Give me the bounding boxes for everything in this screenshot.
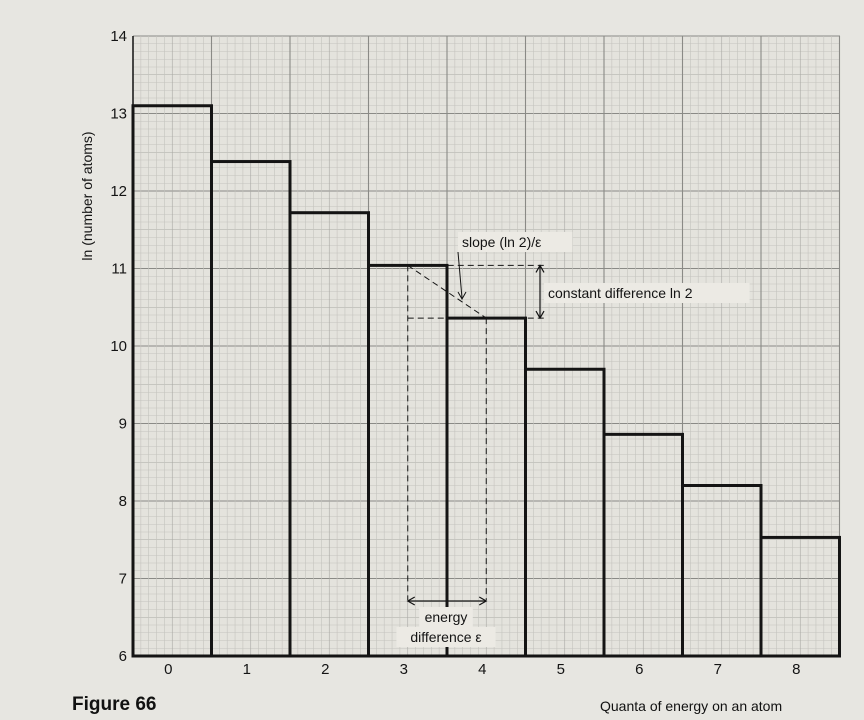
energy-label-line1: energy — [425, 609, 468, 625]
constant-difference-label: constant difference ln 2 — [548, 285, 693, 301]
x-tick-label: 7 — [714, 661, 722, 678]
x-tick-label: 1 — [243, 661, 251, 678]
energy-label-line2: difference ε — [410, 629, 481, 645]
y-tick-label: 12 — [110, 183, 127, 200]
x-tick-label: 8 — [792, 661, 800, 678]
difference-arrowhead-bottom — [535, 310, 545, 320]
slope-label: slope (ln 2)/ε — [462, 234, 541, 250]
x-tick-label: 4 — [478, 661, 486, 678]
y-axis-title: ln (number of atoms) — [79, 131, 95, 260]
x-tick-label: 2 — [321, 661, 329, 678]
x-tick-label: 5 — [557, 661, 565, 678]
y-tick-label: 9 — [119, 416, 127, 433]
energy-label-line2-bg — [396, 627, 496, 647]
annotations: slope (ln 2)/ε constant difference ln 2 en… — [396, 232, 750, 647]
y-tick-label: 7 — [119, 571, 127, 588]
x-axis-title: Quanta of energy on an atom — [600, 698, 783, 714]
y-tick-label: 8 — [119, 493, 127, 510]
figure-caption: Figure 66 — [72, 694, 157, 715]
difference-arrowhead-top — [535, 264, 545, 273]
slope-line — [407, 264, 487, 319]
slope-pointer-head — [457, 291, 467, 301]
constant-difference-label-bg — [544, 283, 750, 303]
x-tick-label: 3 — [400, 661, 408, 678]
y-tick-label: 14 — [110, 28, 127, 45]
y-tick-label: 13 — [110, 106, 127, 123]
energy-arrowhead-left — [406, 596, 416, 606]
slope-label-bg — [458, 232, 573, 252]
x-tick-label: 6 — [635, 661, 643, 678]
energy-arrowhead-right — [478, 596, 488, 606]
y-tick-label: 11 — [111, 261, 127, 278]
y-tick-label: 10 — [110, 338, 127, 355]
x-tick-label: 0 — [164, 661, 172, 678]
y-tick-label: 6 — [119, 648, 127, 665]
energy-label-line1-bg — [419, 607, 473, 627]
slope-pointer — [457, 251, 463, 299]
